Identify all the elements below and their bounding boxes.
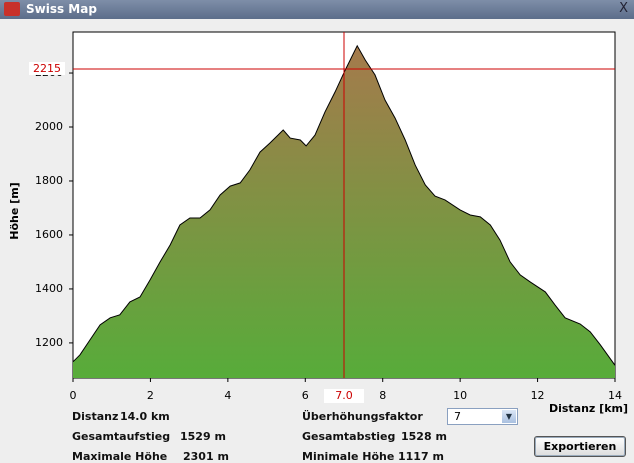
stat-value: 1528 m — [401, 430, 447, 443]
x-tick-label: 10 — [453, 389, 467, 402]
x-tick-label: 8 — [379, 389, 386, 402]
x-axis-label: Distanz [km] — [549, 402, 628, 415]
elevation-line — [72, 44, 616, 366]
chart: 1200140016001800200022000246810121422157… — [8, 31, 628, 415]
x-tick-label: 12 — [531, 389, 545, 402]
y-tick-label: 1800 — [35, 174, 63, 187]
stat-label: Distanz — [72, 410, 119, 423]
stat-label: Maximale Höhe — [72, 450, 168, 463]
factor-select[interactable]: 7 ▼ — [447, 408, 518, 425]
close-button[interactable]: X — [619, 1, 628, 16]
title-bar: Swiss Map X — [0, 0, 634, 19]
stat-row: Überhöhungsfaktor — [302, 410, 423, 423]
stat-row: Gesamtaufstieg 1529 m — [72, 430, 226, 443]
select-arrow: ▼ — [502, 410, 516, 423]
crosshair-y-label: 2215 — [33, 62, 61, 75]
stat-value: 2301 m — [183, 450, 229, 463]
stat-label: Gesamtaufstieg — [72, 430, 171, 443]
export-button[interactable]: Exportieren — [534, 436, 626, 457]
x-tick-label: 6 — [302, 389, 309, 402]
x-tick-label: 4 — [224, 389, 231, 402]
stat-label: Gesamtabstieg — [302, 430, 396, 443]
y-tick-label: 1400 — [35, 282, 63, 295]
stat-row: Maximale Höhe 2301 m — [72, 450, 229, 463]
crosshair-x-label: 7.0 — [335, 389, 353, 402]
y-tick-label: 1200 — [35, 336, 63, 349]
app-icon — [4, 2, 20, 16]
stat-value: 1529 m — [180, 430, 226, 443]
x-tick-label: 0 — [70, 389, 77, 402]
crosshair-y-box — [29, 61, 65, 75]
stat-row: Gesamtabstieg 1528 m — [302, 430, 447, 443]
y-tick-label: 2000 — [35, 120, 63, 133]
y-tick-label: 1600 — [35, 228, 63, 241]
select-value: 7 — [454, 410, 461, 423]
stat-row: Distanz 14.0 km — [72, 410, 170, 423]
x-tick-label: 14 — [608, 389, 622, 402]
crosshair-x-box — [324, 389, 364, 403]
x-tick-label: 2 — [147, 389, 154, 402]
stat-value: 14.0 km — [120, 410, 170, 423]
window-title: Swiss Map — [26, 2, 97, 16]
stat-label: Minimale Höhe — [302, 450, 395, 463]
stat-row: Minimale Höhe 1117 m — [302, 450, 444, 463]
stat-value: 1117 m — [398, 450, 444, 463]
y-axis-label: Höhe [m] — [8, 182, 21, 239]
stat-label: Überhöhungsfaktor — [302, 410, 423, 423]
